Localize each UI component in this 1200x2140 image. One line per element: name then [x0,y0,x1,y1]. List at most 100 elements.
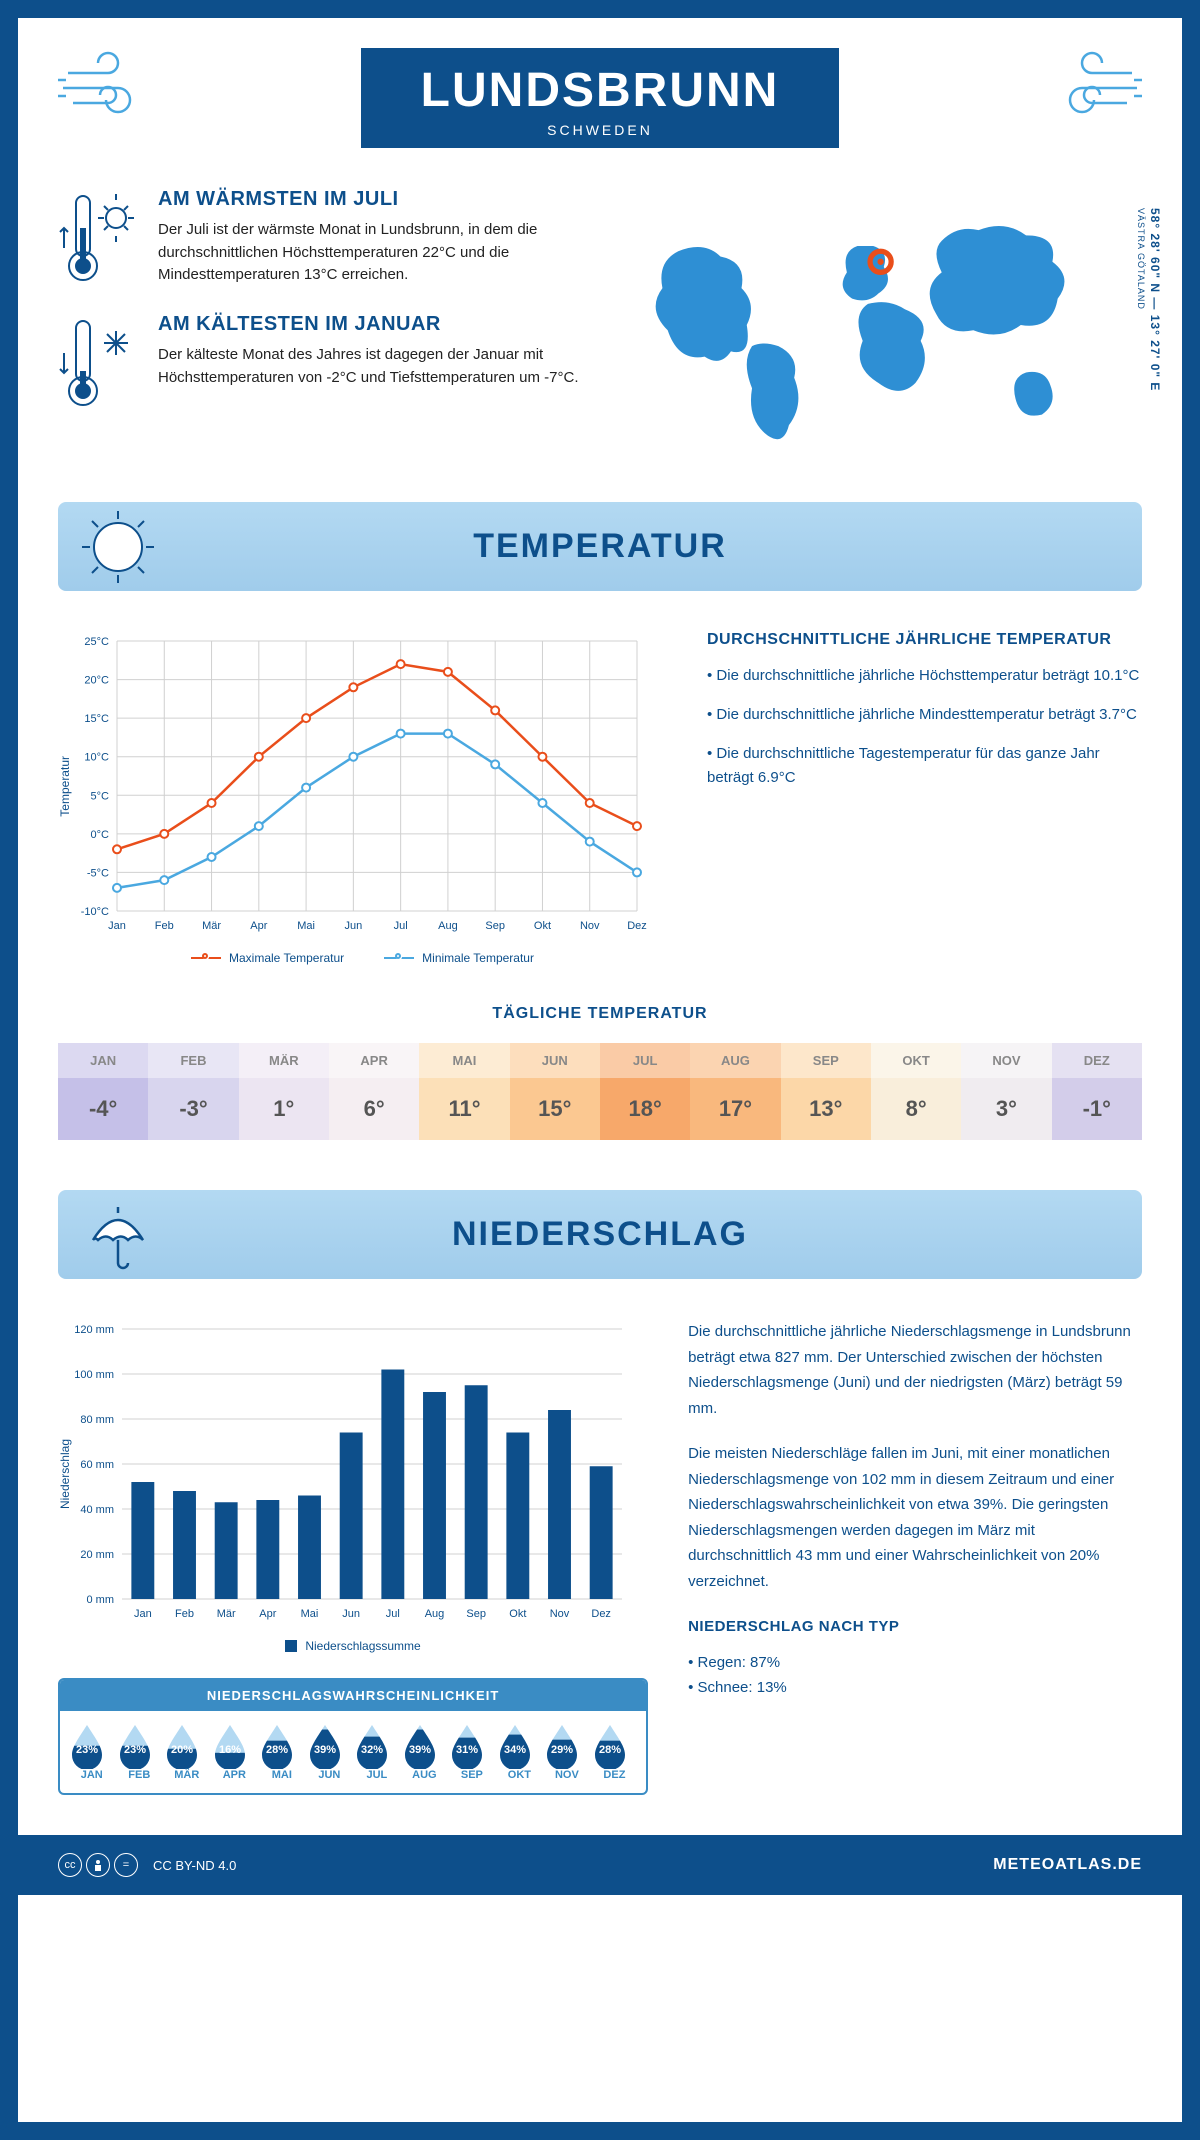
header: LUNDSBRUNN SCHWEDEN [58,48,1142,148]
svg-text:28%: 28% [266,1744,288,1756]
svg-text:Mär: Mär [217,1608,236,1620]
svg-text:29%: 29% [551,1744,573,1756]
svg-text:40 mm: 40 mm [80,1504,114,1516]
daily-temp: TÄGLICHE TEMPERATUR JAN -4° FEB -3° MÄR … [58,1005,1142,1140]
svg-text:Aug: Aug [438,920,458,932]
temp-line-chart: Temperatur -10°C-5°C0°C5°C10°C15°C20°C25… [58,631,667,965]
svg-text:Feb: Feb [155,920,174,932]
svg-text:Okt: Okt [509,1608,526,1620]
umbrella-icon [78,1195,158,1275]
svg-text:39%: 39% [314,1744,336,1756]
prob-row: 23% JAN 23% FEB 20% MÄR [60,1711,646,1793]
svg-text:Jan: Jan [108,920,126,932]
svg-text:Okt: Okt [534,920,551,932]
drop-icon: 28% [258,1723,296,1769]
drop-icon: 20% [163,1723,201,1769]
precip-type-1: • Regen: 87% [688,1650,1142,1676]
map-col: 58° 28' 60" N — 13° 27' 0" E VÄSTRA GÖTA… [615,188,1142,462]
coldest-title: AM KÄLTESTEN IM JANUAR [158,313,585,336]
temp-info-p1: • Die durchschnittliche jährliche Höchst… [707,664,1142,688]
drop-icon: 34% [496,1723,534,1769]
svg-text:Jul: Jul [394,920,408,932]
drop-icon: 31% [448,1723,486,1769]
prob-cell: 31% SEP [448,1723,496,1781]
svg-text:16%: 16% [219,1744,241,1756]
svg-text:Apr: Apr [259,1608,276,1620]
precip-text: Die durchschnittliche jährliche Niedersc… [688,1319,1142,1795]
svg-text:34%: 34% [504,1744,526,1756]
temp-info-title: DURCHSCHNITTLICHE JÄHRLICHE TEMPERATUR [707,631,1142,649]
precip-legend: Niederschlagssumme [58,1639,648,1653]
nd-icon: = [114,1853,138,1877]
daily-temp-cell: AUG 17° [690,1043,780,1140]
daily-temp-cell: NOV 3° [961,1043,1051,1140]
thermometer-sun-icon [58,188,138,288]
country-subtitle: SCHWEDEN [421,122,780,138]
temp-chart-svg: -10°C-5°C0°C5°C10°C15°C20°C25°CJanFebMär… [72,631,652,941]
prob-cell: 20% MÄR [163,1723,211,1781]
svg-text:28%: 28% [599,1744,621,1756]
drop-icon: 28% [591,1723,629,1769]
coords-label: 58° 28' 60" N — 13° 27' 0" E VÄSTRA GÖTA… [1134,208,1162,391]
prob-cell: 23% JAN [68,1723,116,1781]
drop-icon: 32% [353,1723,391,1769]
title-banner: LUNDSBRUNN SCHWEDEN [361,48,840,148]
city-title: LUNDSBRUNN [421,63,780,118]
precip-content: Niederschlag 0 mm20 mm40 mm60 mm80 mm100… [58,1319,1142,1795]
svg-text:Sep: Sep [466,1608,486,1620]
temp-legend: Maximale Temperatur Minimale Temperatur [58,951,667,965]
temp-info-p3: • Die durchschnittliche Tagestemperatur … [707,742,1142,790]
by-icon [86,1853,110,1877]
drop-icon: 29% [543,1723,581,1769]
coldest-block: AM KÄLTESTEN IM JANUAR Der kälteste Mona… [58,313,585,413]
temp-section-header: TEMPERATUR [58,502,1142,591]
svg-text:Dez: Dez [627,920,647,932]
intro-text-col: AM WÄRMSTEN IM JULI Der Juli ist der wär… [58,188,585,462]
daily-temp-cell: MÄR 1° [239,1043,329,1140]
svg-text:Mai: Mai [297,920,315,932]
prob-cell: 28% DEZ [591,1723,639,1781]
coldest-text: Der kälteste Monat des Jahres ist dagege… [158,344,585,389]
footer-site: METEOATLAS.DE [993,1856,1142,1874]
daily-temp-cell: JUL 18° [600,1043,690,1140]
drop-icon: 23% [116,1723,154,1769]
prob-cell: 34% OKT [496,1723,544,1781]
precip-p1: Die durchschnittliche jährliche Niedersc… [688,1319,1142,1421]
wind-icon-left [58,48,158,128]
footer-license: cc = CC BY-ND 4.0 [58,1853,236,1877]
svg-text:20 mm: 20 mm [80,1549,114,1561]
svg-text:60 mm: 60 mm [80,1459,114,1471]
cc-icon: cc [58,1853,82,1877]
drop-icon: 39% [401,1723,439,1769]
svg-text:20%: 20% [171,1744,193,1756]
thermometer-snow-icon [58,313,138,413]
prob-cell: 16% APR [211,1723,259,1781]
world-map-icon [615,188,1142,462]
svg-text:Aug: Aug [425,1608,445,1620]
precip-type-2: • Schnee: 13% [688,1675,1142,1701]
prob-cell: 29% NOV [543,1723,591,1781]
temp-info: DURCHSCHNITTLICHE JÄHRLICHE TEMPERATUR •… [707,631,1142,965]
svg-text:39%: 39% [409,1744,431,1756]
prob-title: NIEDERSCHLAGSWAHRSCHEINLICHKEIT [60,1680,646,1711]
precip-type-title: NIEDERSCHLAG NACH TYP [688,1614,1142,1640]
footer: cc = CC BY-ND 4.0 METEOATLAS.DE [18,1835,1182,1895]
warmest-block: AM WÄRMSTEN IM JULI Der Juli ist der wär… [58,188,585,288]
daily-temp-title: TÄGLICHE TEMPERATUR [58,1005,1142,1023]
svg-text:Nov: Nov [550,1608,570,1620]
svg-text:0 mm: 0 mm [87,1594,115,1606]
infographic-frame: LUNDSBRUNN SCHWEDEN AM WÄRMSTEN IM JULI … [0,0,1200,2140]
precip-section-title: NIEDERSCHLAG [88,1215,1112,1254]
daily-temp-cell: OKT 8° [871,1043,961,1140]
svg-text:0°C: 0°C [91,829,110,841]
precip-section-header: NIEDERSCHLAG [58,1190,1142,1279]
prob-cell: 39% AUG [401,1723,449,1781]
cc-icons: cc = [58,1853,138,1877]
temp-section-title: TEMPERATUR [88,527,1112,566]
daily-temp-cell: JAN -4° [58,1043,148,1140]
svg-text:Dez: Dez [591,1608,611,1620]
svg-text:Jun: Jun [344,920,362,932]
svg-text:80 mm: 80 mm [80,1414,114,1426]
daily-temp-cell: SEP 13° [781,1043,871,1140]
daily-temp-cell: DEZ -1° [1052,1043,1142,1140]
